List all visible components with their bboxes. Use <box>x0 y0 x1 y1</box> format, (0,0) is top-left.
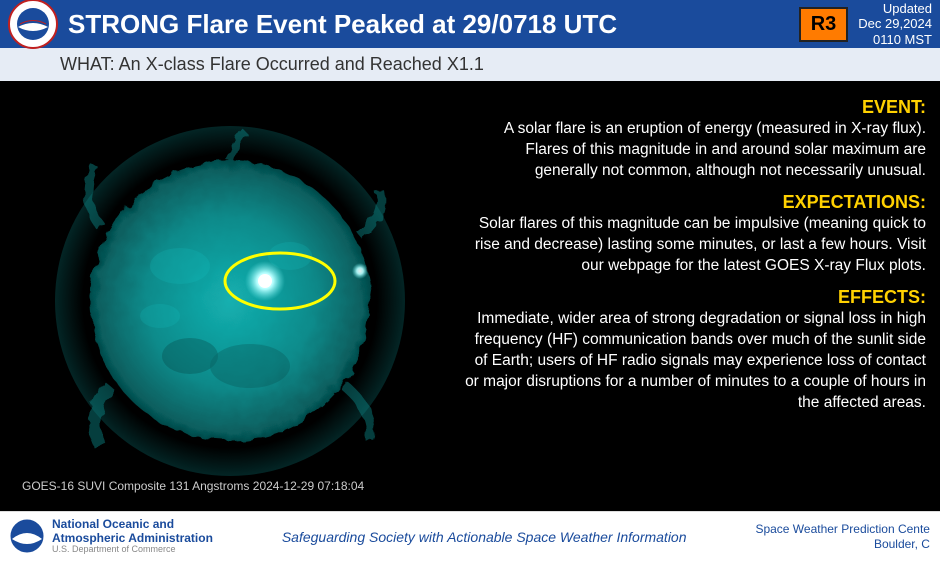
org-line2: Atmospheric Administration <box>52 532 213 545</box>
footer-right-line2: Boulder, C <box>755 537 930 551</box>
footer-left: National Oceanic and Atmospheric Adminis… <box>10 518 213 554</box>
event-title: EVENT: <box>460 95 926 119</box>
header-bar: STRONG Flare Event Peaked at 29/0718 UTC… <box>0 0 940 48</box>
updated-label: Updated <box>858 1 932 17</box>
sun-image <box>40 106 420 486</box>
updated-time: 0110 MST <box>858 32 932 48</box>
main-panel: GOES-16 SUVI Composite 131 Angstroms 202… <box>0 81 940 511</box>
expectations-body: Solar flares of this magnitude can be im… <box>460 214 926 277</box>
footer-tagline: Safeguarding Society with Actionable Spa… <box>282 529 687 545</box>
event-body: A solar flare is an eruption of energy (… <box>460 119 926 182</box>
sun-image-panel: GOES-16 SUVI Composite 131 Angstroms 202… <box>0 81 460 511</box>
updated-block: Updated Dec 29,2024 0110 MST <box>858 1 932 48</box>
footer-right: Space Weather Prediction Cente Boulder, … <box>755 522 930 551</box>
org-sub: U.S. Department of Commerce <box>52 545 213 555</box>
effects-body: Immediate, wider area of strong degradat… <box>460 309 926 414</box>
severity-badge: R3 <box>799 7 849 42</box>
nws-logo-icon <box>8 0 58 49</box>
footer-org-text: National Oceanic and Atmospheric Adminis… <box>52 518 213 554</box>
footer: National Oceanic and Atmospheric Adminis… <box>0 511 940 561</box>
updated-date: Dec 29,2024 <box>858 16 932 32</box>
effects-title: EFFECTS: <box>460 285 926 309</box>
expectations-title: EXPECTATIONS: <box>460 190 926 214</box>
footer-right-line1: Space Weather Prediction Cente <box>755 522 930 536</box>
org-line1: National Oceanic and <box>52 518 213 531</box>
noaa-logo-icon <box>10 519 44 553</box>
subheader: WHAT: An X-class Flare Occurred and Reac… <box>0 48 940 81</box>
text-panel: EVENT: A solar flare is an eruption of e… <box>460 81 940 511</box>
sun-caption: GOES-16 SUVI Composite 131 Angstroms 202… <box>22 479 364 493</box>
headline: STRONG Flare Event Peaked at 29/0718 UTC <box>68 9 789 40</box>
